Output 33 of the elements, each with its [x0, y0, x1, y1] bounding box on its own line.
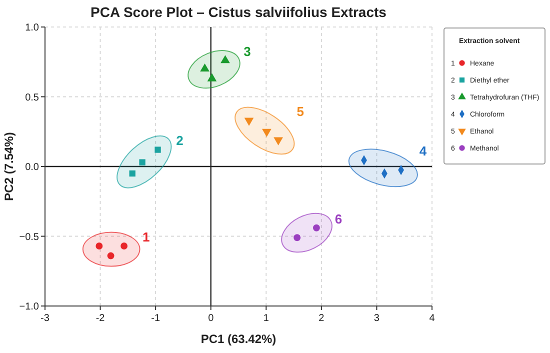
- y-tick-label: 0.0: [25, 162, 40, 173]
- x-tick-label: 1: [263, 313, 270, 324]
- y-tick-label: 0.5: [25, 92, 40, 104]
- annotation: 1: [142, 229, 150, 244]
- point: [139, 159, 146, 166]
- x-axis-title: PC1 (63.42%): [200, 332, 276, 346]
- point: [312, 224, 320, 232]
- annotation: 5: [296, 104, 304, 119]
- y-tick-label: −0.5: [19, 232, 40, 243]
- point: [129, 170, 136, 177]
- point: [96, 242, 103, 250]
- x-tick-label: -1: [151, 313, 160, 324]
- point: [107, 252, 114, 260]
- x-tick-label: -3: [40, 313, 50, 324]
- annotation: 2: [176, 133, 184, 148]
- point: [207, 73, 217, 82]
- y-tick-label: 1.0: [25, 22, 40, 34]
- point: [154, 146, 161, 153]
- point: [120, 242, 128, 250]
- point: [294, 234, 301, 242]
- x-tick-label: 2: [318, 313, 325, 324]
- x-tick-label: 4: [429, 313, 436, 324]
- point: [220, 55, 230, 64]
- y-axis-title: PC2 (7.54%): [2, 132, 16, 201]
- x-tick-label: 0: [208, 313, 214, 324]
- x-tick-label: 3: [374, 313, 380, 324]
- annotation: 4: [419, 144, 428, 159]
- annotation: 3: [244, 44, 251, 59]
- chart-title: PCA Score Plot – Cistus salviifolius Extracts: [90, 4, 387, 20]
- y-tick-label: −1.0: [19, 302, 40, 312]
- annotation: 6: [334, 211, 342, 226]
- point: [200, 63, 210, 72]
- x-tick-label: -2: [96, 313, 106, 324]
